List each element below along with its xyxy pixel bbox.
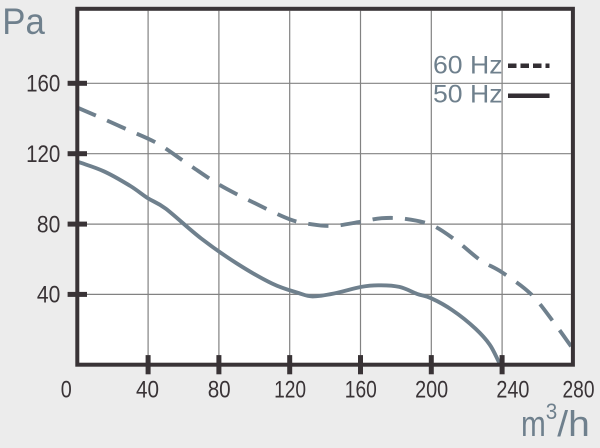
svg-text:40: 40 — [136, 377, 159, 404]
svg-text:120: 120 — [26, 141, 60, 168]
svg-text:160: 160 — [26, 71, 60, 98]
svg-text:200: 200 — [415, 377, 448, 404]
svg-text:120: 120 — [274, 377, 306, 404]
svg-text:50 Hz: 50 Hz — [433, 81, 503, 109]
svg-text:Pa: Pa — [2, 1, 45, 42]
svg-text:60 Hz: 60 Hz — [433, 52, 503, 80]
svg-text:160: 160 — [345, 377, 377, 404]
svg-text:240: 240 — [496, 377, 529, 404]
svg-text:0: 0 — [61, 377, 72, 404]
svg-text:280: 280 — [563, 377, 595, 404]
svg-text:m3/h: m3/h — [521, 399, 590, 443]
svg-text:80: 80 — [208, 377, 231, 404]
svg-text:80: 80 — [37, 211, 60, 238]
svg-text:40: 40 — [37, 282, 60, 309]
